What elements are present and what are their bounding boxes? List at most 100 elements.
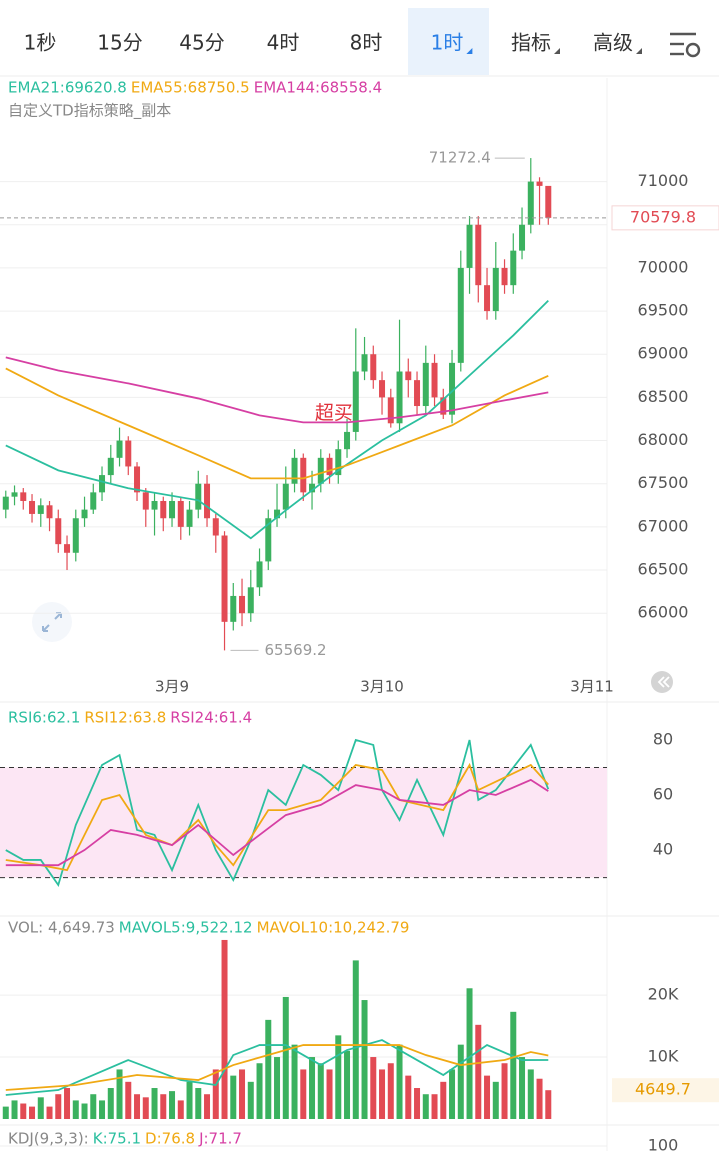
candle-body	[221, 535, 228, 622]
candle-body	[46, 505, 53, 519]
tab[interactable]: 1秒	[24, 31, 57, 55]
high-label: 71272.4	[429, 149, 491, 167]
last-value-label: 4649.7	[635, 1080, 691, 1099]
candle-body	[300, 457, 307, 493]
legend-entry: D:76.8	[145, 1130, 195, 1148]
candle-body	[134, 466, 141, 493]
candle-body	[405, 371, 412, 381]
y-tick-label: 100	[648, 1136, 679, 1151]
volume-bar	[99, 1100, 106, 1119]
volume-bar	[2, 1106, 9, 1119]
volume-bar	[335, 1035, 342, 1119]
candle-body	[125, 440, 132, 467]
volume-bar	[37, 1097, 44, 1119]
volume-bar	[475, 1024, 482, 1119]
volume-bar	[484, 1075, 491, 1119]
volume-bar	[177, 1100, 184, 1119]
candle-body	[177, 500, 184, 527]
mavol-line	[5, 1039, 549, 1096]
volume-bar	[405, 1075, 412, 1119]
candle-body	[20, 492, 27, 501]
icon-arrows	[657, 676, 670, 688]
volume-bar	[510, 1011, 517, 1119]
candle-body	[212, 518, 219, 536]
y-tick-label: 60	[653, 785, 673, 804]
candle-body	[2, 496, 9, 510]
candle-body	[501, 267, 508, 286]
volume-bar	[274, 1057, 281, 1119]
tab[interactable]: 1时	[431, 31, 464, 55]
volume-bar	[239, 1069, 246, 1119]
y-tick-label: 20K	[648, 985, 679, 1004]
candle-body	[519, 224, 526, 251]
tab[interactable]: 4时	[267, 31, 300, 55]
expand-icon[interactable]	[32, 602, 72, 642]
legend-entry: EMA144:68558.4	[254, 79, 382, 97]
legend-entry: K:75.1	[93, 1130, 141, 1148]
y-tick-label: 40	[653, 840, 673, 859]
candle-body	[361, 354, 368, 372]
candle-body	[195, 483, 202, 510]
candle-body	[545, 185, 552, 218]
y-tick-label: 80	[653, 729, 673, 748]
candle-body	[29, 500, 36, 514]
volume-bar	[81, 1103, 88, 1119]
candle-body	[309, 483, 316, 493]
rsi-line	[5, 778, 549, 867]
y-tick-label: 69500	[638, 301, 689, 320]
volume-bar	[151, 1088, 158, 1119]
volume-bar	[265, 1019, 272, 1119]
candle-body	[370, 354, 377, 381]
tab[interactable]: 8时	[350, 31, 383, 55]
candle-body	[387, 397, 394, 424]
icon-bg	[32, 602, 72, 642]
candle-body	[291, 457, 298, 484]
candle-body	[527, 181, 534, 225]
tab[interactable]: 15分	[97, 31, 142, 55]
volume-bar	[440, 1081, 447, 1119]
candle-body	[55, 518, 62, 545]
candle-body	[466, 224, 473, 268]
volume-bar	[186, 1081, 193, 1119]
candle-body	[326, 457, 333, 476]
y-tick-label: 68500	[638, 387, 689, 406]
candle-body	[379, 380, 386, 398]
legend-entry: MAVOL5:9,522.12	[119, 919, 253, 937]
legend-entry: RSI6:62.1	[8, 709, 80, 727]
candle-body	[457, 267, 464, 363]
candle-body	[510, 250, 517, 286]
ema-line	[5, 356, 549, 424]
candle-body	[99, 475, 106, 493]
scroll-button[interactable]	[651, 671, 673, 693]
volume-bar	[291, 1044, 298, 1119]
x-tick-label: 3月10	[360, 678, 404, 696]
y-tick-label: 70000	[638, 257, 689, 276]
tab[interactable]: 高级	[593, 31, 633, 55]
candle-body	[344, 431, 351, 450]
settings-icon[interactable]	[670, 32, 701, 58]
legend-entry: EMA55:68750.5	[131, 79, 250, 97]
tab[interactable]: 指标	[511, 31, 551, 55]
volume-bar	[134, 1094, 141, 1119]
volume-bar	[352, 960, 359, 1119]
candle-body	[440, 397, 447, 415]
legend-entry: EMA21:69620.8	[8, 79, 127, 97]
volume-bar	[230, 1075, 237, 1119]
icon-gear	[685, 42, 701, 58]
volume-bar	[90, 1094, 97, 1119]
tab[interactable]: 45分	[179, 31, 224, 55]
last-price-label: 70579.8	[630, 207, 696, 226]
candle-body	[422, 362, 429, 407]
candle-body	[230, 595, 237, 622]
legend-entry: J:71.7	[198, 1130, 242, 1148]
last-price-box	[611, 205, 719, 231]
candle-body	[484, 285, 491, 312]
candle-body	[352, 371, 359, 432]
candle-body	[204, 483, 211, 519]
rsi-line	[5, 738, 550, 888]
volume-bar	[247, 1081, 254, 1119]
x-tick-label: 3月11	[570, 678, 614, 696]
candle-body	[169, 500, 176, 519]
